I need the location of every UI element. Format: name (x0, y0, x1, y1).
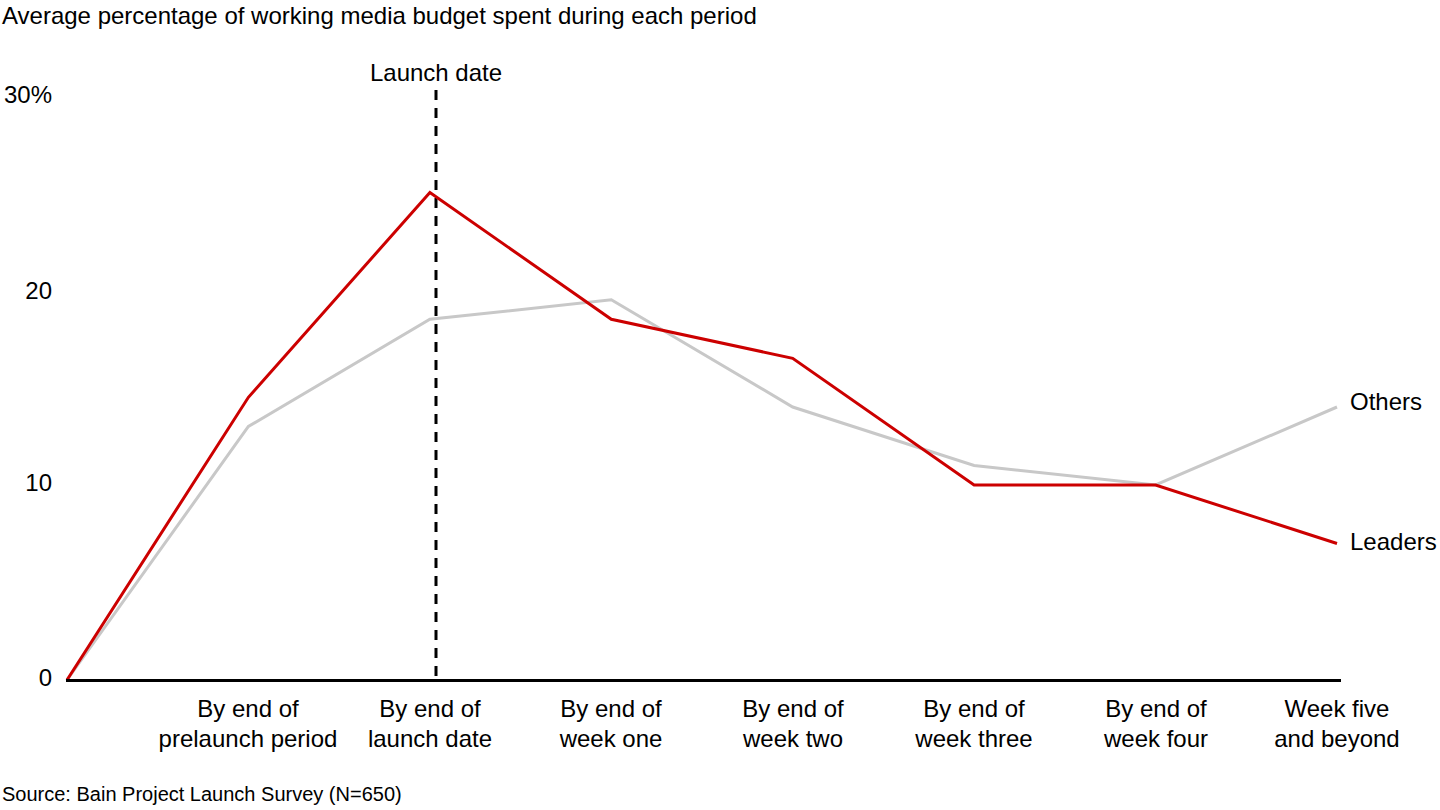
chart-canvas: Average percentage of working media budg… (0, 0, 1440, 810)
x-axis-category-label: By end of week four (1061, 694, 1251, 754)
x-axis-category-label: By end of launch date (335, 694, 525, 754)
source-note: Source: Bain Project Launch Survey (N=65… (2, 782, 402, 806)
x-axis-category-label: By end of week one (516, 694, 706, 754)
x-axis-category-label: By end of prelaunch period (153, 694, 343, 754)
series-label-leaders: Leaders (1350, 527, 1437, 557)
x-axis-category-label: By end of week three (879, 694, 1069, 754)
x-axis-category-label: By end of week two (698, 694, 888, 754)
series-label-others: Others (1350, 387, 1422, 417)
x-axis-category-label: Week five and beyond (1242, 694, 1432, 754)
chart-plot-area (0, 0, 1440, 810)
leaders-line (67, 193, 1337, 681)
others-line (67, 300, 1337, 680)
